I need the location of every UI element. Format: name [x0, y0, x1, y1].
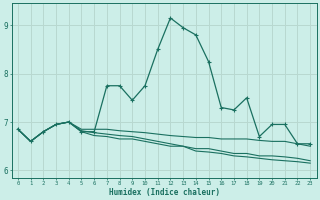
X-axis label: Humidex (Indice chaleur): Humidex (Indice chaleur): [108, 188, 220, 197]
